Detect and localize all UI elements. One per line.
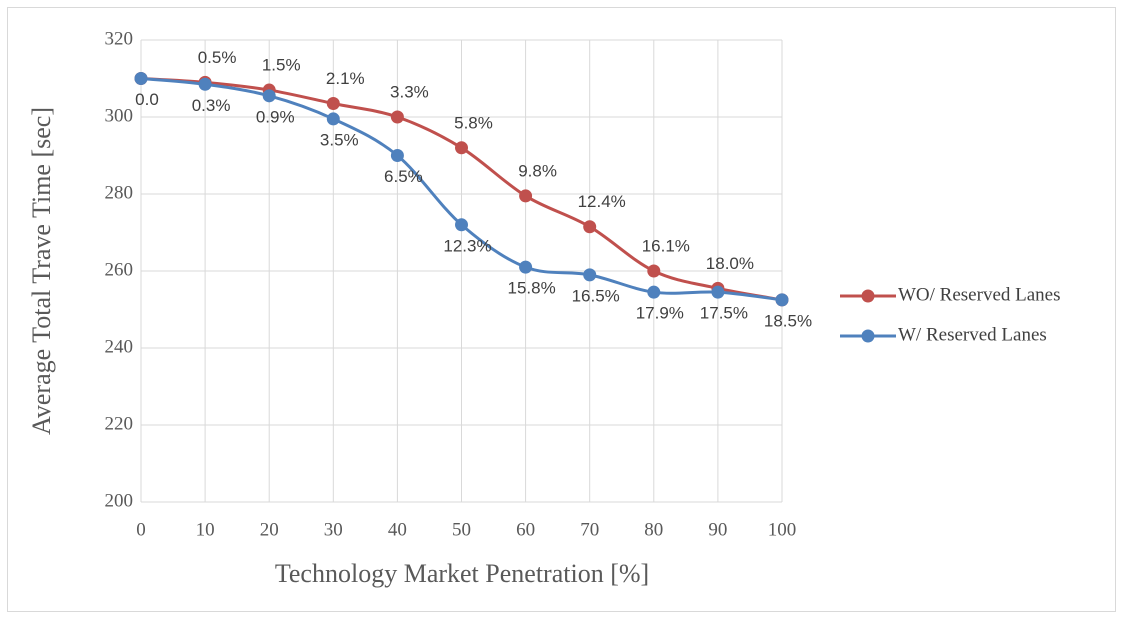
y-tick-label: 320: [105, 28, 134, 49]
data-label: 12.3%: [443, 236, 491, 255]
data-label: 18.0%: [706, 254, 754, 273]
data-point: [326, 97, 340, 111]
data-point: [455, 218, 468, 232]
data-point: [390, 149, 404, 162]
data-label: 12.4%: [578, 192, 626, 211]
x-tick-label: 0: [136, 519, 146, 540]
y-tick-label: 300: [105, 105, 134, 126]
data-point: [519, 189, 533, 203]
y-axis-title: Average Total Trave Time [sec]: [27, 107, 56, 435]
legend-marker: [861, 329, 875, 343]
x-tick-label: 50: [452, 519, 471, 540]
y-tick-label: 220: [105, 413, 134, 434]
chart-border: [7, 7, 1116, 612]
data-point: [198, 77, 212, 91]
y-tick-label: 240: [105, 336, 134, 357]
legend-marker: [861, 289, 875, 303]
y-tick-label: 260: [105, 259, 134, 280]
data-point: [134, 72, 148, 85]
x-tick-label: 40: [388, 519, 407, 540]
data-label: 17.5%: [700, 304, 748, 323]
data-label: 5.8%: [454, 113, 493, 132]
data-label: 0.0: [135, 90, 159, 109]
data-label: 0.3%: [192, 96, 231, 115]
legend-label: WO/ Reserved Lanes: [898, 284, 1061, 305]
data-point: [262, 89, 276, 103]
data-label: 16.5%: [572, 286, 620, 305]
x-tick-label: 30: [324, 519, 343, 540]
x-tick-label: 70: [580, 519, 599, 540]
data-label: 18.5%: [764, 311, 812, 330]
data-label: 3.3%: [390, 82, 429, 101]
data-point: [583, 220, 597, 234]
x-tick-label: 60: [516, 519, 535, 540]
data-point: [455, 141, 468, 155]
y-tick-label: 200: [105, 490, 134, 511]
data-label: 2.1%: [326, 69, 365, 88]
x-axis-title: Technology Market Penetration [%]: [275, 559, 649, 588]
data-label: 16.1%: [642, 236, 690, 255]
legend-label: W/ Reserved Lanes: [898, 324, 1047, 345]
data-point: [775, 293, 789, 307]
data-point: [647, 285, 661, 299]
data-label: 0.9%: [256, 107, 295, 126]
data-label: 6.5%: [384, 167, 423, 186]
x-tick-label: 100: [768, 519, 797, 540]
data-point: [711, 285, 725, 299]
data-point: [519, 260, 533, 274]
x-tick-label: 90: [708, 519, 727, 540]
data-label: 1.5%: [262, 56, 301, 75]
data-point: [647, 264, 661, 278]
data-label: 0.5%: [198, 48, 237, 67]
x-tick-label: 20: [260, 519, 279, 540]
data-label: 9.8%: [518, 161, 557, 180]
data-label: 15.8%: [507, 279, 555, 298]
y-tick-label: 280: [105, 182, 134, 203]
data-point: [326, 112, 340, 126]
data-point: [583, 268, 597, 282]
data-label: 17.9%: [636, 304, 684, 323]
x-tick-label: 10: [196, 519, 215, 540]
data-point: [390, 110, 404, 124]
data-label: 3.5%: [320, 130, 359, 149]
x-tick-label: 80: [644, 519, 663, 540]
